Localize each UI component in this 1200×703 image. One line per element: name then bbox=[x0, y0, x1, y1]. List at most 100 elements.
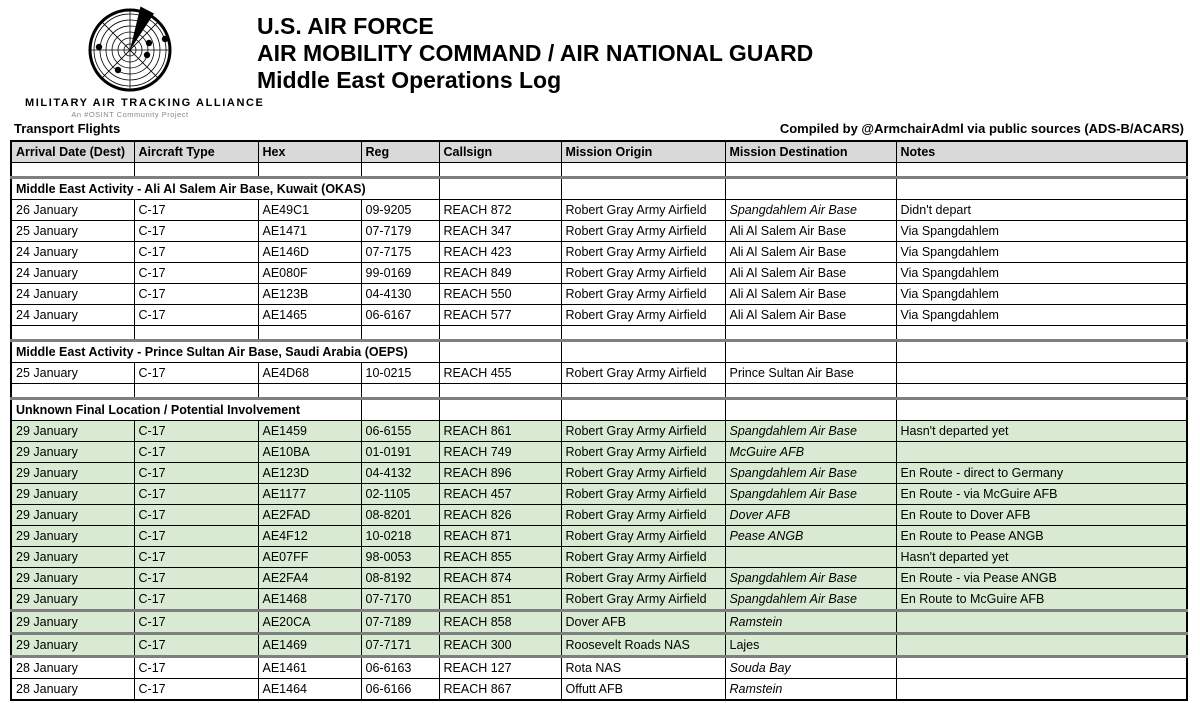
cell-mission-origin: Robert Gray Army Airfield bbox=[560, 483, 726, 505]
section-empty-cell bbox=[560, 339, 726, 363]
cell-reg: 07-7179 bbox=[360, 220, 440, 242]
cell-reg: 06-6155 bbox=[360, 420, 440, 442]
cell-mission-destination bbox=[724, 546, 897, 568]
section-header-row: Middle East Activity - Ali Al Salem Air … bbox=[10, 176, 1188, 200]
spacer-cell bbox=[438, 162, 562, 178]
spacer-cell bbox=[360, 383, 440, 399]
cell-hex: AE1469 bbox=[257, 632, 362, 657]
cell-aircraft-type: C-17 bbox=[133, 199, 259, 221]
cell-notes bbox=[895, 632, 1188, 657]
table-row: 29 January C-17 AE2FAD 08-8201 REACH 826 Robe… bbox=[10, 504, 1188, 526]
spacer-cell bbox=[10, 325, 135, 341]
cell-notes bbox=[895, 678, 1188, 701]
cell-hex: AE146D bbox=[257, 241, 362, 263]
cell-arrival-date: 29 January bbox=[10, 504, 135, 526]
section-title-cell: Middle East Activity - Ali Al Salem Air … bbox=[10, 176, 440, 200]
destination-text: Spangdahlem Air Base bbox=[729, 592, 857, 606]
cell-mission-destination: Ali Al Salem Air Base bbox=[724, 241, 897, 263]
cell-notes: En Route - via Pease ANGB bbox=[895, 567, 1188, 589]
cell-mission-origin: Robert Gray Army Airfield bbox=[560, 262, 726, 284]
cell-arrival-date: 24 January bbox=[10, 241, 135, 263]
cell-callsign: REACH 550 bbox=[438, 283, 562, 305]
spacer-row bbox=[10, 325, 1188, 341]
cell-aircraft-type: C-17 bbox=[133, 483, 259, 505]
cell-aircraft-type: C-17 bbox=[133, 655, 259, 679]
cell-mission-origin: Robert Gray Army Airfield bbox=[560, 462, 726, 484]
cell-reg: 08-8192 bbox=[360, 567, 440, 589]
cell-reg: 10-0215 bbox=[360, 362, 440, 384]
cell-mission-destination: Ali Al Salem Air Base bbox=[724, 262, 897, 284]
cell-callsign: REACH 423 bbox=[438, 241, 562, 263]
cell-aircraft-type: C-17 bbox=[133, 262, 259, 284]
cell-notes bbox=[895, 441, 1188, 463]
section-empty-cell bbox=[724, 397, 897, 421]
cell-mission-origin: Roosevelt Roads NAS bbox=[560, 632, 726, 657]
cell-mission-origin: Robert Gray Army Airfield bbox=[560, 220, 726, 242]
cell-aircraft-type: C-17 bbox=[133, 678, 259, 701]
column-header: Arrival Date (Dest) bbox=[10, 140, 135, 163]
spacer-cell bbox=[133, 162, 259, 178]
cell-notes: Via Spangdahlem bbox=[895, 262, 1188, 284]
cell-arrival-date: 29 January bbox=[10, 483, 135, 505]
cell-notes: En Route to McGuire AFB bbox=[895, 588, 1188, 611]
table-row: 24 January C-17 AE146D 07-7175 REACH 423 Robe… bbox=[10, 241, 1188, 263]
spacer-cell bbox=[133, 325, 259, 341]
cell-hex: AE1461 bbox=[257, 655, 362, 679]
section-title-cell: Unknown Final Location / Potential Invol… bbox=[10, 397, 362, 421]
table-header: Arrival Date (Dest) Aircraft Type Hex Reg Ca… bbox=[10, 140, 1188, 163]
cell-hex: AE1471 bbox=[257, 220, 362, 242]
cell-mission-destination: Ramstein bbox=[724, 609, 897, 634]
section-empty-cell bbox=[438, 176, 562, 200]
cell-callsign: REACH 872 bbox=[438, 199, 562, 221]
cell-reg: 06-6167 bbox=[360, 304, 440, 326]
cell-callsign: REACH 455 bbox=[438, 362, 562, 384]
cell-callsign: REACH 896 bbox=[438, 462, 562, 484]
cell-callsign: REACH 300 bbox=[438, 632, 562, 657]
cell-arrival-date: 28 January bbox=[10, 678, 135, 701]
cell-callsign: REACH 861 bbox=[438, 420, 562, 442]
cell-notes: Via Spangdahlem bbox=[895, 220, 1188, 242]
cell-reg: 09-9205 bbox=[360, 199, 440, 221]
compiled-by-credit: Compiled by @ArmchairAdml via public sou… bbox=[779, 121, 1184, 136]
spacer-cell bbox=[724, 162, 897, 178]
cell-reg: 10-0218 bbox=[360, 525, 440, 547]
table-row: 24 January C-17 AE123B 04-4130 REACH 550 Robe… bbox=[10, 283, 1188, 305]
cell-mission-origin: Robert Gray Army Airfield bbox=[560, 441, 726, 463]
destination-text: McGuire AFB bbox=[729, 445, 805, 459]
cell-reg: 07-7170 bbox=[360, 588, 440, 611]
table-row: 29 January C-17 AE4F12 10-0218 REACH 871 Robe… bbox=[10, 525, 1188, 547]
cell-callsign: REACH 347 bbox=[438, 220, 562, 242]
column-header: Mission Origin bbox=[560, 140, 726, 163]
cell-aircraft-type: C-17 bbox=[133, 504, 259, 526]
cell-reg: 04-4130 bbox=[360, 283, 440, 305]
cell-mission-destination: Spangdahlem Air Base bbox=[724, 483, 897, 505]
cell-hex: AE1459 bbox=[257, 420, 362, 442]
cell-aircraft-type: C-17 bbox=[133, 609, 259, 634]
cell-reg: 06-6166 bbox=[360, 678, 440, 701]
cell-notes bbox=[895, 655, 1188, 679]
cell-mission-destination: McGuire AFB bbox=[724, 441, 897, 463]
destination-text: Spangdahlem Air Base bbox=[729, 466, 857, 480]
cell-hex: AE080F bbox=[257, 262, 362, 284]
cell-callsign: REACH 826 bbox=[438, 504, 562, 526]
cell-mission-origin: Robert Gray Army Airfield bbox=[560, 304, 726, 326]
cell-arrival-date: 29 January bbox=[10, 441, 135, 463]
cell-arrival-date: 29 January bbox=[10, 609, 135, 634]
spacer-cell bbox=[257, 162, 362, 178]
cell-hex: AE2FAD bbox=[257, 504, 362, 526]
destination-text: Spangdahlem Air Base bbox=[729, 203, 857, 217]
column-header: Notes bbox=[895, 140, 1188, 163]
column-header: Callsign bbox=[438, 140, 562, 163]
destination-text: Spangdahlem Air Base bbox=[729, 487, 857, 501]
section-title-cell: Middle East Activity - Prince Sultan Air… bbox=[10, 339, 440, 363]
section-empty-cell bbox=[895, 397, 1188, 421]
cell-mission-destination: Souda Bay bbox=[724, 655, 897, 679]
table-row: 25 January C-17 AE4D68 10-0215 REACH 455 Robe… bbox=[10, 362, 1188, 384]
cell-notes bbox=[895, 609, 1188, 634]
table-row: 29 January C-17 AE07FF 98-0053 REACH 855 Robe… bbox=[10, 546, 1188, 568]
cell-aircraft-type: C-17 bbox=[133, 283, 259, 305]
spacer-cell bbox=[438, 383, 562, 399]
cell-hex: AE4D68 bbox=[257, 362, 362, 384]
title-line-2: AIR MOBILITY COMMAND / AIR NATIONAL GUAR… bbox=[257, 40, 814, 66]
destination-text: Ramstein bbox=[729, 682, 783, 696]
